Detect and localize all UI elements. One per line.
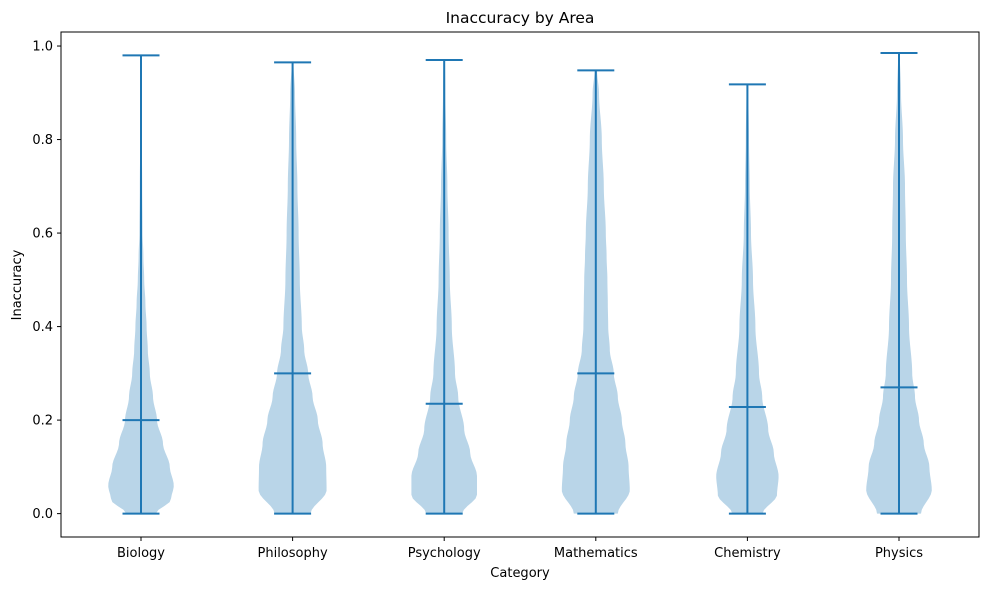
violin-physics: [866, 52, 932, 515]
y-tick-label: 0.0: [32, 507, 53, 522]
violin-philosophy: [258, 61, 327, 515]
y-axis: 0.0 0.2 0.4 0.6 0.8 1.0: [32, 40, 61, 522]
x-tick-label: Biology: [117, 546, 165, 561]
y-tick-label: 0.8: [32, 133, 53, 148]
y-tick-label: 0.4: [32, 320, 53, 335]
y-tick-label: 1.0: [32, 40, 53, 55]
y-tick-label: 0.6: [32, 227, 53, 242]
violin-psychology: [411, 59, 477, 515]
x-tick-label: Mathematics: [554, 546, 638, 561]
y-axis-title: Inaccuracy: [10, 249, 25, 320]
violin-mathematics: [561, 69, 630, 515]
x-axis: Biology Philosophy Psychology Mathematics Ch…: [117, 537, 923, 561]
x-tick-label: Psychology: [408, 546, 481, 561]
x-tick-label: Physics: [875, 546, 923, 561]
chart-title: Inaccuracy by Area: [446, 9, 595, 27]
x-tick-label: Chemistry: [714, 546, 781, 561]
violin-biology: [108, 54, 174, 515]
x-axis-title: Category: [490, 566, 550, 581]
plot-frame: [60, 31, 980, 538]
y-tick-label: 0.2: [32, 414, 53, 429]
violin-chemistry: [716, 83, 779, 515]
violin-group: [108, 52, 932, 515]
x-tick-label: Philosophy: [258, 546, 328, 561]
